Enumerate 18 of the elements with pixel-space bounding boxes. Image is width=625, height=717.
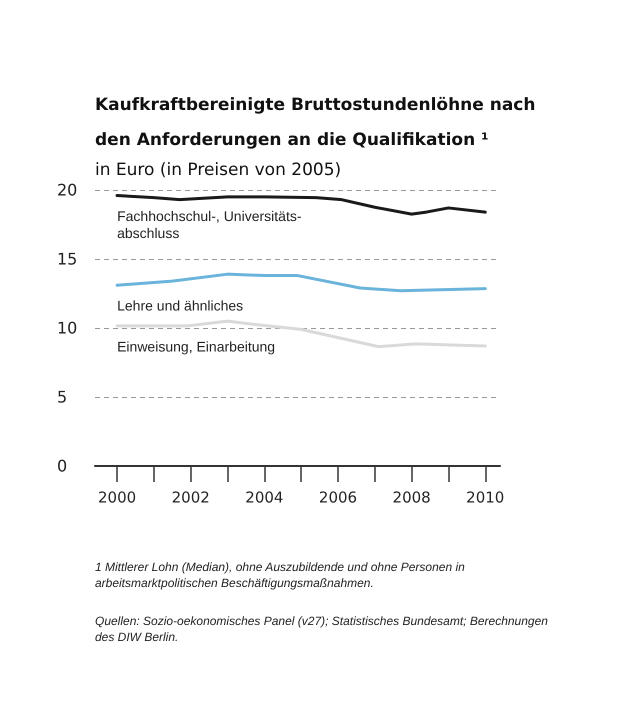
chart-subtitle: in Euro (in Preisen von 2005) (95, 160, 342, 180)
series-label: Lehre und ähnliches (117, 298, 244, 314)
y-tick-label: 20 (57, 180, 78, 200)
text: 1 Mittlerer Lohn (Median), ohne Auszubildende und ohne Personen in arbeitsmarktpolitischen Beschäftigungsmaßnahmen. (95, 559, 466, 591)
series-label: Einweisung, Einarbeitung (117, 338, 276, 354)
y-tick-label: 15 (57, 250, 78, 268)
x-tick-label: 2004 (245, 488, 284, 506)
x-tick-label: 2010 (466, 488, 504, 506)
y-tick-label: 0 (57, 456, 68, 476)
x-tick-label: 2002 (172, 488, 210, 506)
y-tick-label: 5 (57, 388, 68, 406)
y-tick-label: 10 (57, 318, 78, 338)
x-tick-label: 2008 (392, 488, 431, 506)
source-note: Quellen: Sozio-oekonomisches Panel (v27); Statistisches Bundesamt; Berechnungen des DIW Berlin. (95, 613, 549, 645)
line-series (116, 272, 487, 292)
series-label: Fachhochschul-, Universitäts- abschluss (117, 208, 302, 242)
x-tick-label: 2006 (318, 488, 358, 506)
x-tick-label: 2000 (98, 488, 136, 506)
